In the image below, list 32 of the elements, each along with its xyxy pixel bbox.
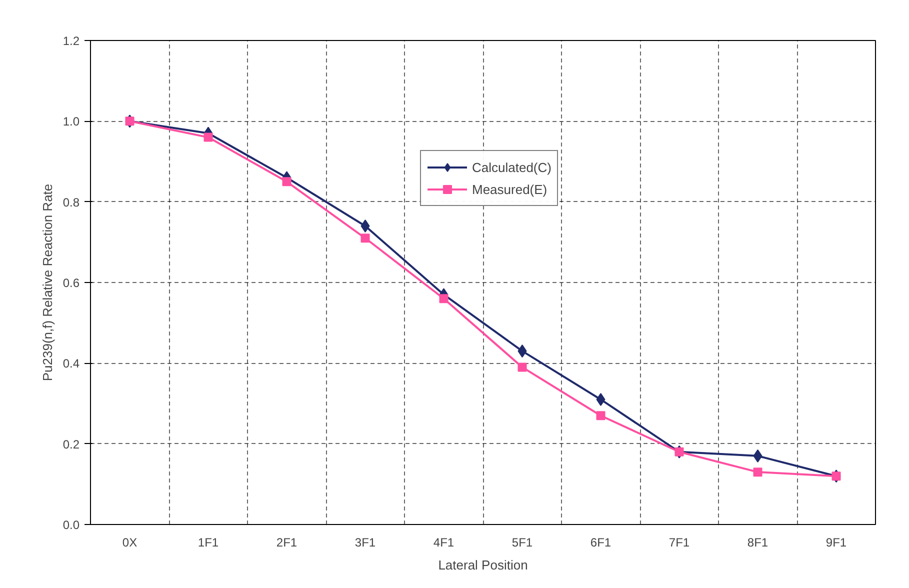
y-tick-label: 1.2 [62,34,80,48]
point [518,362,527,372]
point [439,294,448,304]
y-tick-label: 0.4 [62,356,80,371]
legend-label: Calculated(C) [472,160,552,174]
y-tick-label: 0.2 [62,437,80,452]
y-axis-title: Pu239(n,f) Relative Reaction Rate [40,184,55,382]
x-tick-label: 3F1 [354,536,376,550]
point [596,411,606,420]
x-tick-label: 7F1 [668,536,690,550]
x-axis-title: Lateral Position [438,558,528,572]
point [753,449,762,462]
point [518,344,527,358]
point [753,468,762,477]
point [360,220,370,233]
point [596,392,606,406]
y-tick-label: 0.8 [62,195,80,210]
y-tick-label: 0.6 [62,276,80,290]
x-tick-label: 2F1 [276,536,298,550]
x-tick-label: 0X [122,536,138,550]
point [282,177,292,186]
point [360,234,370,243]
y-tick-label: 0.0 [62,518,80,532]
x-tick-label: 6F1 [590,536,612,550]
x-tick-label: 4F1 [433,536,454,550]
x-tick-label: 8F1 [747,536,768,550]
y-tick-label: 1.0 [62,114,80,129]
x-tick-label: 5F1 [512,536,533,550]
x-tick-label: 1F1 [198,536,219,550]
x-tick-label: 9F1 [826,536,847,550]
point [204,132,213,142]
legend-label: Measured(E) [472,182,548,196]
